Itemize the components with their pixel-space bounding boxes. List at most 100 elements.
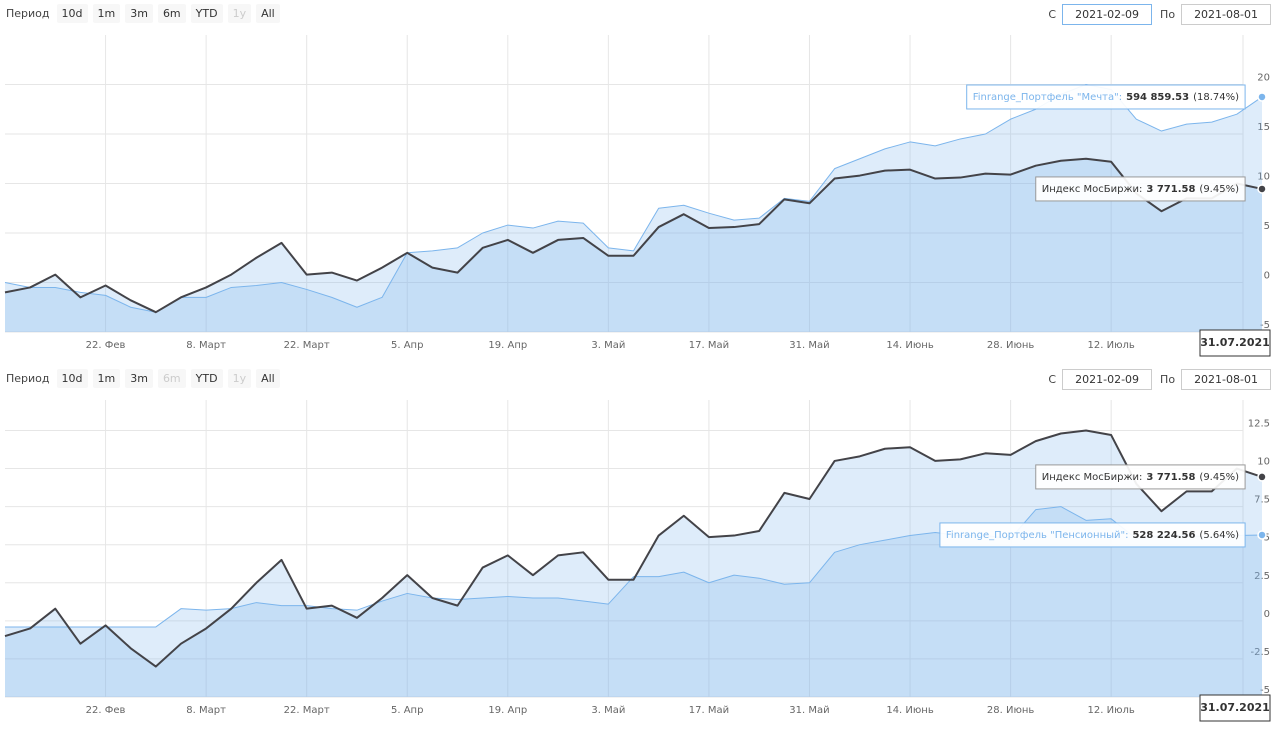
tooltip-change: (5.64%) xyxy=(1199,530,1239,541)
tooltip-value: 528 224.56 xyxy=(1132,530,1195,541)
chart: 22. Фев 8. Март 22. Март 5. Апр 19. Апр 3. Ма… xyxy=(4,400,1271,722)
x-tick-label: 28. Июнь xyxy=(987,340,1035,351)
hover-point xyxy=(1257,530,1267,540)
y-tick-label: 7.5 xyxy=(1254,495,1270,506)
hover-point xyxy=(1257,472,1267,482)
tooltip-box xyxy=(966,84,1246,110)
tooltip-label: Finrange_Портфель "Мечта": xyxy=(973,92,1122,103)
x-tick-label: 22. Фев xyxy=(86,705,126,716)
series-line xyxy=(4,429,1263,668)
x-tick-label: 8. Март xyxy=(186,340,226,351)
x-tick-label: 12. Июль xyxy=(1088,705,1135,716)
end-date-label: 31.07.2021 xyxy=(1200,701,1270,714)
x-tick-label: 17. Май xyxy=(689,340,729,351)
range-button[interactable]: All xyxy=(256,4,280,23)
date-range: С 2021-02-09 По 2021-08-01 xyxy=(1048,369,1271,390)
to-label: По xyxy=(1160,8,1176,21)
tooltip-box xyxy=(1035,176,1246,202)
from-input[interactable]: 2021-02-09 xyxy=(1062,4,1153,25)
range-button[interactable]: 3m xyxy=(125,4,153,23)
grid xyxy=(5,400,1243,698)
range-button[interactable]: 6m xyxy=(157,4,186,23)
x-tick-label: 3. Май xyxy=(591,705,625,716)
chart-panel: 22. Фев 8. Март 22. Март 5. Апр 19. Апр 3. Ма… xyxy=(0,0,1280,365)
x-tick-label: 22. Фев xyxy=(86,340,126,351)
tooltip: Finrange_Портфель "Пенсионный": 528 224.5… xyxy=(946,530,1239,541)
end-date-label: 31.07.2021 xyxy=(1200,336,1270,349)
period-label: Период xyxy=(6,7,50,20)
range-button[interactable]: 3m xyxy=(125,369,153,388)
end-date-box xyxy=(1199,329,1271,357)
range-button[interactable]: YTD xyxy=(190,369,223,388)
y-tick-label: 0 xyxy=(1264,271,1270,282)
hover-point xyxy=(1257,184,1267,194)
y-tick-label: 12.5 xyxy=(1248,418,1270,429)
to-input[interactable]: 2021-08-01 xyxy=(1181,4,1271,25)
chart: 22. Фев 8. Март 22. Март 5. Апр 19. Апр 3. Ма… xyxy=(4,35,1271,357)
x-tick-label: 17. Май xyxy=(689,705,729,716)
x-tick-label: 12. Июль xyxy=(1088,340,1135,351)
y-tick-label: -2.5 xyxy=(1250,647,1270,658)
x-tick-label: 14. Июнь xyxy=(886,705,934,716)
period-bar: Период 10d 1m 3m 6m YTD 1y All xyxy=(6,4,280,23)
from-label: С xyxy=(1048,8,1057,21)
area-fill xyxy=(5,84,1262,332)
y-tick-label: -5 xyxy=(1260,320,1270,331)
to-label: По xyxy=(1160,373,1176,386)
range-button[interactable]: 10d xyxy=(56,4,88,23)
area-fill xyxy=(5,430,1262,697)
from-input[interactable]: 2021-02-09 xyxy=(1062,369,1153,390)
tooltip-label: Finrange_Портфель "Пенсионный": xyxy=(946,530,1129,541)
y-tick-label: 5 xyxy=(1264,533,1270,544)
x-tick-label: 19. Апр xyxy=(488,705,527,716)
x-tick-label: 31. Май xyxy=(789,705,829,716)
tooltip-label: Индекс МосБиржи: xyxy=(1042,472,1143,483)
tooltip-change: (9.45%) xyxy=(1199,472,1239,483)
tooltip-box xyxy=(1035,464,1246,490)
tooltip-label: Индекс МосБиржи: xyxy=(1042,184,1143,195)
range-button[interactable]: All xyxy=(256,369,280,388)
y-tick-label: 5 xyxy=(1264,221,1270,232)
period-bar: Период 10d 1m 3m 6m YTD 1y All xyxy=(6,369,280,388)
range-button: 1y xyxy=(227,369,252,388)
from-label: С xyxy=(1048,373,1057,386)
x-tick-label: 22. Март xyxy=(284,705,330,716)
x-tick-label: 8. Март xyxy=(186,705,226,716)
period-label: Период xyxy=(6,372,50,385)
tooltip-value: 594 859.53 xyxy=(1126,92,1189,103)
tooltip-change: (9.45%) xyxy=(1199,184,1239,195)
y-tick-label: 10 xyxy=(1257,457,1270,468)
tooltip: Индекс МосБиржи: 3 771.58 (9.45%) xyxy=(1042,472,1239,483)
x-tick-label: 19. Апр xyxy=(488,340,527,351)
y-tick-label: 15 xyxy=(1257,122,1270,133)
x-tick-label: 3. Май xyxy=(591,340,625,351)
series-line xyxy=(5,506,1263,628)
y-tick-label: 20 xyxy=(1257,73,1270,84)
range-button[interactable]: 10d xyxy=(56,369,88,388)
date-range: С 2021-02-09 По 2021-08-01 xyxy=(1048,4,1271,25)
x-tick-label: 5. Апр xyxy=(391,705,423,716)
x-tick-label: 31. Май xyxy=(789,340,829,351)
y-tick-label: -5 xyxy=(1260,685,1270,696)
x-tick-label: 5. Апр xyxy=(391,340,423,351)
tooltip-change: (18.74%) xyxy=(1193,92,1239,103)
x-tick-label: 28. Июнь xyxy=(987,705,1035,716)
tooltip-value: 3 771.58 xyxy=(1146,472,1195,483)
end-date-box xyxy=(1199,694,1271,722)
area-fill xyxy=(5,158,1262,332)
x-tick-label: 14. Июнь xyxy=(886,340,934,351)
chart-panel: 22. Фев 8. Март 22. Март 5. Апр 19. Апр 3. Ма… xyxy=(0,365,1280,730)
range-button[interactable]: 1m xyxy=(92,369,121,388)
range-button[interactable]: YTD xyxy=(190,4,223,23)
hover-point xyxy=(1257,92,1267,102)
range-button: 6m xyxy=(157,369,186,388)
y-tick-label: 10 xyxy=(1257,172,1270,183)
to-input[interactable]: 2021-08-01 xyxy=(1181,369,1271,390)
y-tick-label: 0 xyxy=(1264,609,1270,620)
range-button: 1y xyxy=(227,4,252,23)
y-tick-label: 2.5 xyxy=(1254,571,1270,582)
range-button[interactable]: 1m xyxy=(92,4,121,23)
series-line xyxy=(4,157,1263,314)
tooltip-value: 3 771.58 xyxy=(1146,184,1195,195)
